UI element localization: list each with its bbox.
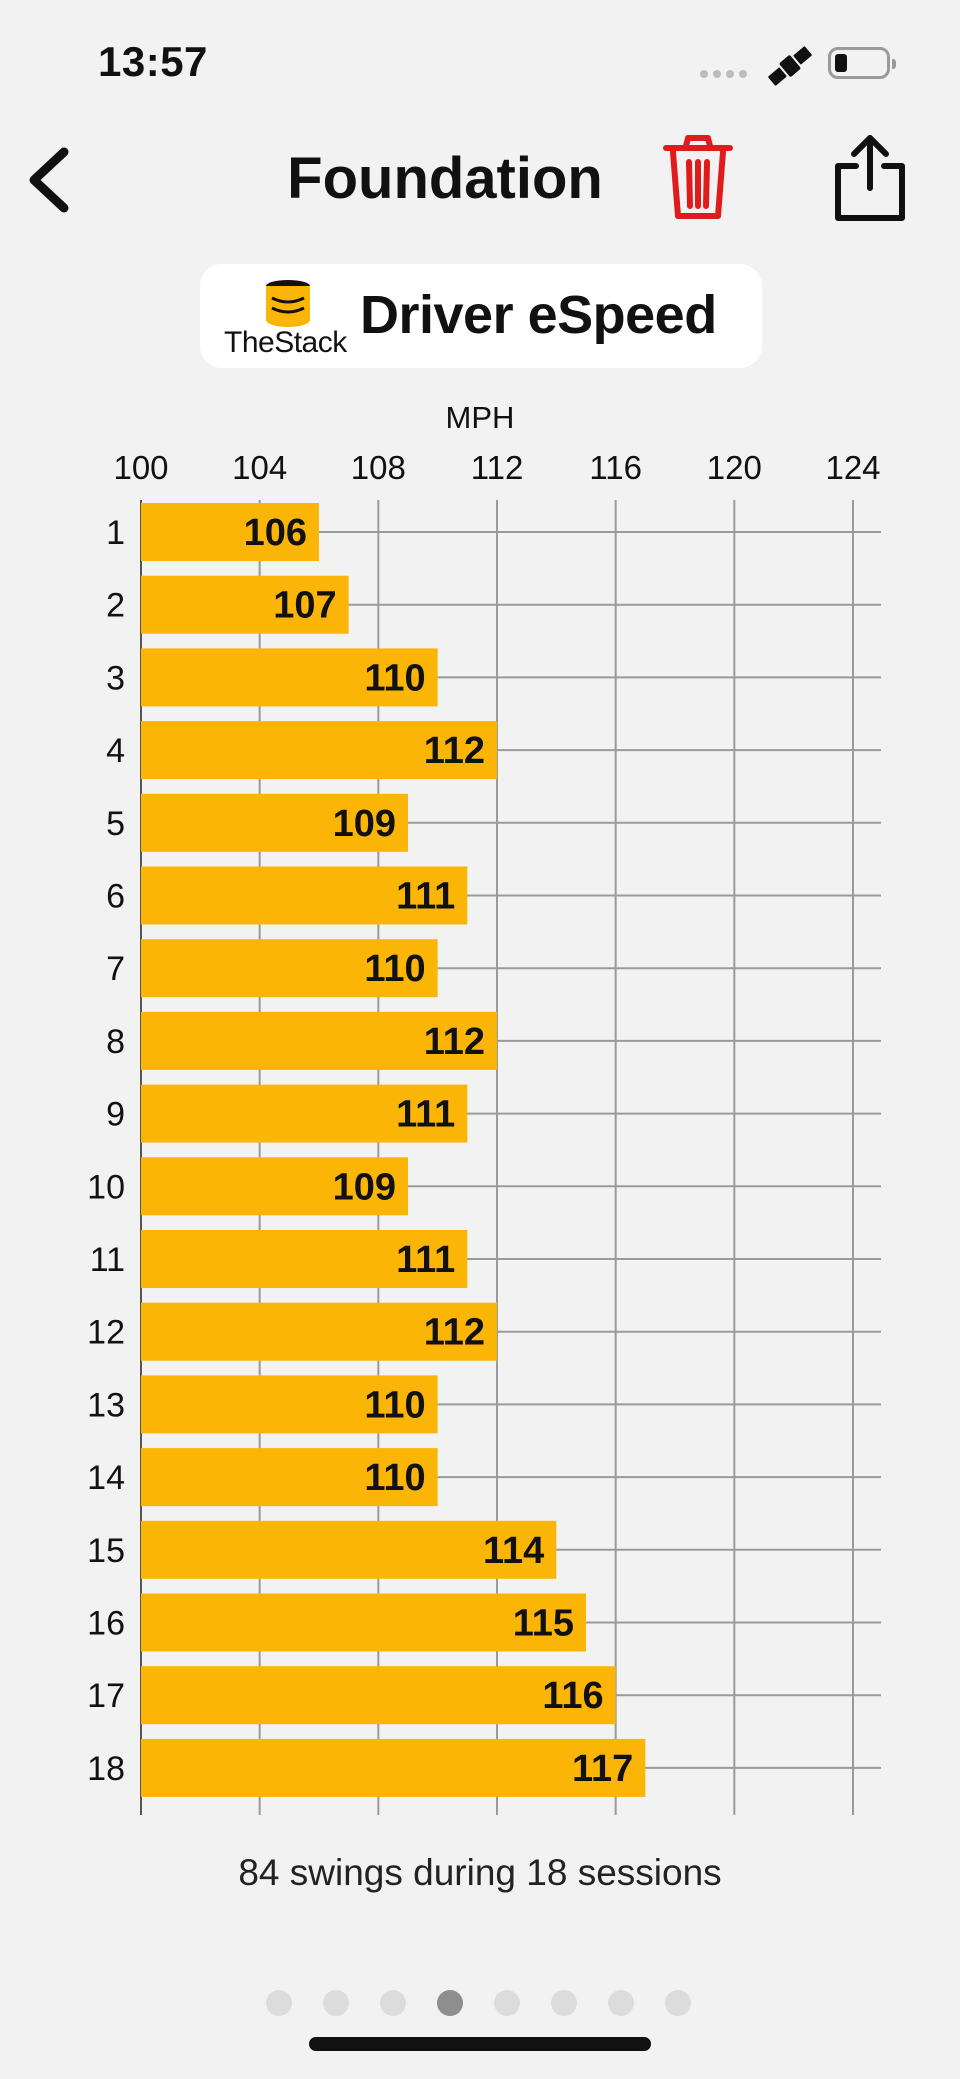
bar [141, 1011, 497, 1070]
bar [141, 575, 349, 634]
bar-value-label: 114 [483, 1530, 544, 1572]
thestack-logo-icon [266, 280, 310, 327]
x-tick-label: 116 [589, 449, 642, 486]
x-tick-label: 104 [232, 449, 287, 486]
bar-value-label: 111 [396, 876, 455, 918]
bar [141, 939, 438, 998]
back-chevron-icon[interactable] [20, 140, 80, 220]
y-tick-label: 8 [106, 1023, 125, 1061]
page-dot[interactable] [665, 1990, 691, 2016]
bar [141, 1520, 557, 1579]
y-tick-label: 7 [106, 950, 125, 988]
page-dot[interactable] [608, 1990, 634, 2016]
y-tick-label: 1 [106, 514, 125, 552]
y-tick-label: 13 [87, 1386, 125, 1424]
bar-value-label: 111 [396, 1239, 455, 1281]
page-dot[interactable] [437, 1990, 463, 2016]
chart-x-ticks: 100 104 108 112 116 120 124 [113, 449, 880, 486]
bar-value-label: 109 [333, 803, 396, 845]
x-tick-label: 120 [707, 449, 762, 486]
y-tick-label: 2 [106, 587, 125, 625]
share-icon[interactable] [830, 132, 910, 224]
page-dot[interactable] [323, 1990, 349, 2016]
page-dot[interactable] [266, 1990, 292, 2016]
x-tick-label: 112 [471, 449, 524, 486]
club-badge: TheStack Driver eSpeed [200, 264, 762, 368]
bar [141, 648, 438, 707]
bar-value-label: 112 [424, 1312, 485, 1354]
trash-icon[interactable] [660, 132, 736, 224]
chart-x-label: MPH [446, 400, 515, 435]
bar [141, 1666, 616, 1725]
x-tick-label: 108 [351, 449, 406, 486]
bar-value-label: 110 [364, 948, 425, 990]
bar-value-label: 112 [424, 1021, 485, 1063]
y-tick-label: 10 [87, 1168, 125, 1206]
bar [141, 866, 468, 925]
bar [141, 721, 497, 780]
bar-value-label: 115 [513, 1603, 574, 1645]
y-tick-label: 3 [106, 659, 125, 697]
y-tick-label: 12 [87, 1314, 125, 1352]
bar [141, 1084, 468, 1143]
y-tick-label: 5 [106, 805, 125, 843]
y-tick-label: 14 [87, 1459, 125, 1497]
bar [141, 1375, 438, 1434]
x-tick-label: 124 [825, 449, 880, 486]
chart-bars: 1061071101121091111101121111091111121101… [141, 503, 646, 1797]
bar [141, 1738, 646, 1797]
bar-value-label: 109 [333, 1166, 396, 1208]
bar-value-label: 112 [424, 730, 485, 772]
bar [141, 503, 319, 561]
bar-value-label: 110 [364, 657, 425, 699]
swing-summary: 84 swings during 18 sessions [238, 1852, 722, 1893]
club-title: Driver eSpeed [360, 285, 717, 345]
bar [141, 1448, 438, 1507]
bar [141, 1157, 408, 1216]
y-tick-label: 6 [106, 878, 125, 916]
bar [141, 1302, 497, 1361]
bar [141, 1593, 586, 1652]
x-tick-label: 100 [113, 449, 168, 486]
y-tick-label: 11 [90, 1241, 125, 1279]
bar-value-label: 110 [364, 1384, 425, 1426]
bar-value-label: 110 [364, 1457, 425, 1499]
thestack-wordmark: TheStack [224, 326, 347, 359]
y-tick-label: 15 [87, 1532, 125, 1570]
page-dot[interactable] [380, 1990, 406, 2016]
satellite-icon [768, 46, 812, 86]
status-time: 13:57 [98, 38, 208, 85]
bar [141, 793, 408, 852]
y-tick-label: 18 [87, 1750, 125, 1788]
home-indicator[interactable] [309, 2037, 651, 2051]
battery-icon [828, 47, 896, 79]
page-dot[interactable] [494, 1990, 520, 2016]
y-tick-label: 4 [106, 732, 125, 770]
page-dot[interactable] [551, 1990, 577, 2016]
y-tick-label: 16 [87, 1605, 125, 1643]
page-title: Foundation [287, 146, 603, 211]
y-tick-label: 17 [87, 1677, 125, 1715]
bar-value-label: 107 [273, 585, 336, 627]
bar-value-label: 116 [542, 1675, 603, 1717]
y-tick-label: 9 [106, 1096, 125, 1134]
bar [141, 1230, 468, 1288]
page-indicator[interactable] [266, 1990, 691, 2016]
bar-value-label: 106 [244, 512, 307, 554]
signal-icon [700, 70, 747, 78]
bar-value-label: 111 [396, 1094, 455, 1136]
speed-bar-chart: 100 104 108 112 116 120 124 MPH 10610711011210… [87, 400, 881, 1815]
bar-value-label: 117 [572, 1748, 633, 1790]
